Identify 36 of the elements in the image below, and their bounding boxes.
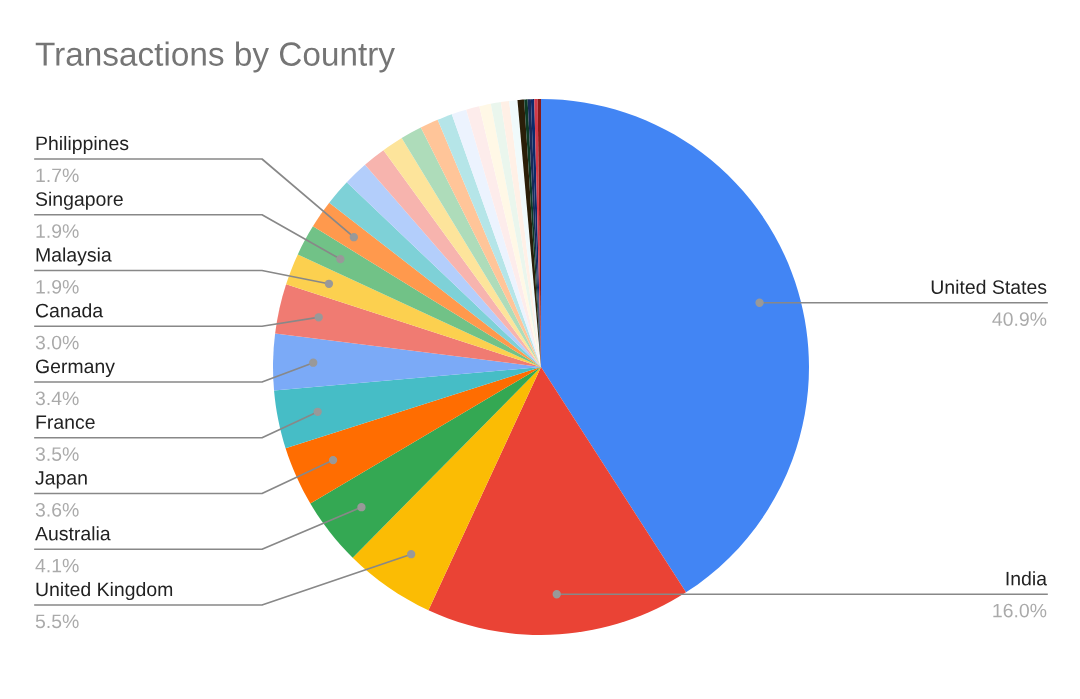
data-label: 3.5% (35, 447, 79, 461)
pie-slice (285, 367, 541, 504)
pie-slice (297, 226, 541, 367)
data-label: 5.5% (35, 614, 79, 629)
pie-slice (420, 119, 541, 367)
data-label: 3.6% (35, 502, 79, 517)
slice-label: India (1006, 571, 1047, 586)
slice-label: Japan (35, 471, 87, 489)
data-label: 40.9% (992, 312, 1047, 326)
slice-label: Germany (35, 359, 115, 378)
data-label: 1.9% (36, 279, 79, 294)
pie-slice (310, 367, 541, 558)
pie-slice (428, 367, 687, 635)
slice-label: Malaysia (36, 247, 112, 266)
pie-slice (352, 367, 541, 611)
slice-label: Australia (35, 526, 111, 541)
pie-slice (286, 254, 541, 367)
data-label: 1.7% (36, 168, 79, 183)
data-label: 3.4% (35, 391, 79, 406)
data-label: 3.0% (35, 335, 79, 350)
pie-slice (541, 99, 809, 593)
pie-slice (274, 367, 541, 449)
pie-slice (275, 284, 541, 367)
slice-label: United States (931, 279, 1047, 294)
data-label: 1.9% (36, 224, 79, 238)
slice-label: Singapore (35, 191, 123, 210)
slice-label: Philippines (36, 135, 129, 155)
slice-label: United Kingdom (36, 581, 173, 601)
slice-label: France (36, 415, 95, 429)
chart-title: Transactions by Country (35, 41, 395, 73)
slice-label: Canada (35, 303, 104, 318)
pie-slice (312, 202, 541, 367)
data-label: 4.1% (35, 558, 79, 573)
data-label: 16.0% (993, 603, 1047, 618)
pie-slice (401, 127, 541, 367)
pie-slice (346, 164, 541, 367)
